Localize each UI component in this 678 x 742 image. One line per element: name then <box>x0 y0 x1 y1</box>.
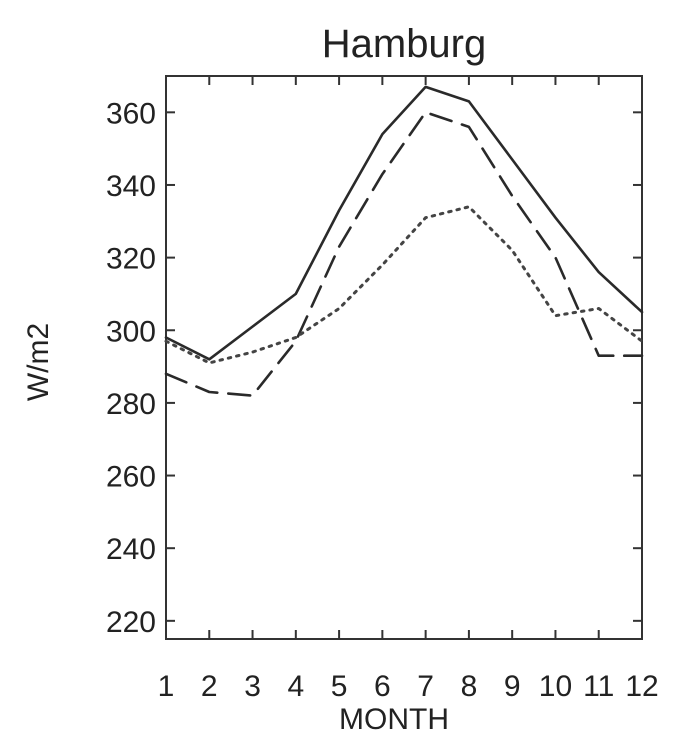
y-tick-label: 360 <box>106 97 156 130</box>
y-tick-label: 340 <box>106 170 156 203</box>
y-axis-label: W/m2 <box>22 323 55 401</box>
x-axis-label: MONTH <box>339 703 449 736</box>
x-tick-label: 6 <box>374 670 391 703</box>
x-tick-label: 10 <box>539 670 572 703</box>
x-tick-label: 8 <box>461 670 478 703</box>
y-tick-label: 320 <box>106 243 156 276</box>
series-line-dashed <box>164 111 644 397</box>
chart-title: Hamburg <box>322 22 487 66</box>
series-layer <box>164 85 644 397</box>
y-tick-label: 220 <box>106 606 156 639</box>
x-tick-label: 11 <box>583 670 614 703</box>
plot-frame <box>165 75 643 640</box>
y-tick-label: 240 <box>106 533 156 566</box>
x-tick-label: 1 <box>158 670 175 703</box>
y-tick-label: 280 <box>106 388 156 421</box>
x-tick-label: 3 <box>244 670 261 703</box>
y-tick-label: 260 <box>106 461 156 494</box>
x-tick-label: 9 <box>504 670 521 703</box>
series-line-dotted <box>164 205 644 365</box>
x-tick-label: 12 <box>625 670 658 703</box>
series-line-solid <box>164 85 644 361</box>
x-tick-label: 7 <box>417 670 434 703</box>
y-tick-label: 300 <box>106 315 156 348</box>
x-tick-label: 5 <box>331 670 348 703</box>
x-tick-label: 4 <box>287 670 304 703</box>
x-tick-label: 2 <box>201 670 218 703</box>
